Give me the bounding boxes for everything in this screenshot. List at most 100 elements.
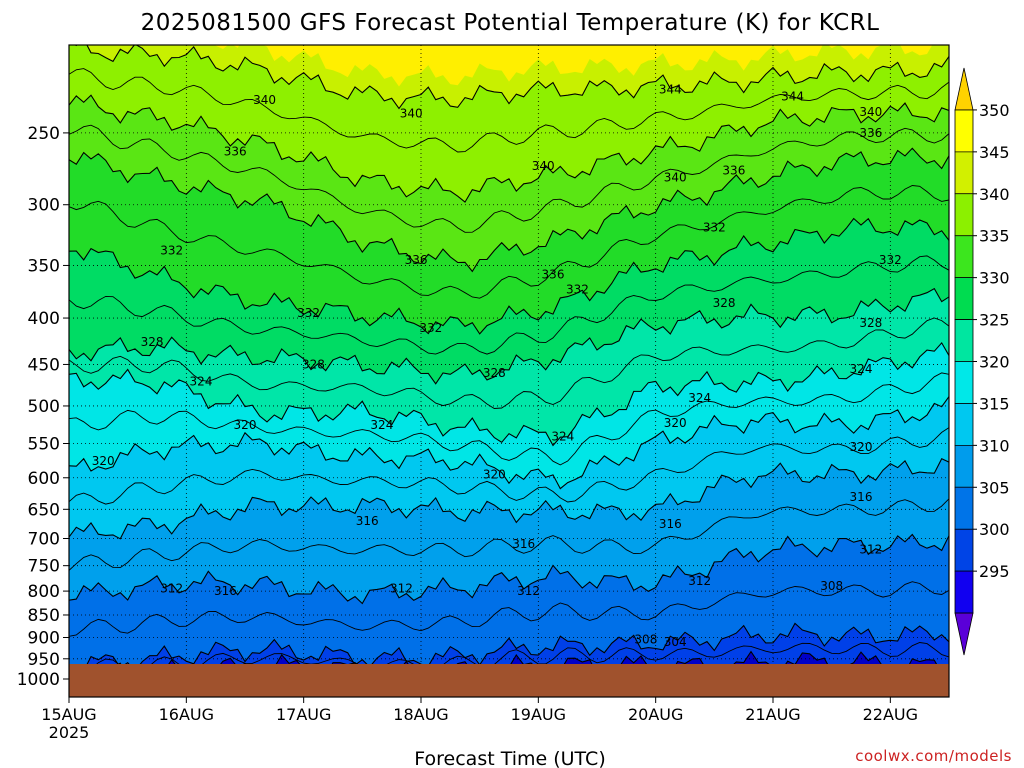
y-tick-label-450: 450 bbox=[28, 355, 60, 375]
colorbar-segment-2 bbox=[954, 151, 974, 195]
colorbar-segment-6 bbox=[954, 319, 974, 362]
x-tick-label-15AUG: 15AUG bbox=[41, 705, 96, 724]
contour-label-10: 332 bbox=[160, 244, 183, 258]
contour-label-32: 320 bbox=[850, 440, 873, 454]
contour-mid-340 bbox=[69, 68, 949, 153]
contour-label-2: 340 bbox=[400, 107, 423, 121]
contour-label-28: 320 bbox=[234, 418, 257, 432]
chart-title: 2025081500 GFS Forecast Potential Temper… bbox=[141, 10, 880, 36]
plot-area: 3403363403403443403363443403363323363363… bbox=[69, 45, 949, 697]
x-tick-label-22AUG: 22AUG bbox=[863, 705, 918, 724]
colorbar-segment-7 bbox=[954, 361, 974, 404]
contour-label-36: 316 bbox=[850, 490, 873, 504]
colorbar-segment-8 bbox=[954, 403, 974, 446]
colorbar-label-325: 325 bbox=[979, 311, 1010, 330]
contour-label-40: 312 bbox=[517, 584, 540, 598]
colorbar-segment-1 bbox=[954, 109, 974, 153]
plot-frame bbox=[68, 44, 950, 698]
y-tick-label-650: 650 bbox=[28, 500, 60, 520]
contour-336 bbox=[69, 147, 949, 273]
contour-mid-328 bbox=[69, 255, 949, 355]
contour-label-8: 340 bbox=[859, 105, 882, 119]
colorbar-segment-12 bbox=[954, 570, 974, 614]
x-tick-label-17AUG: 17AUG bbox=[276, 705, 331, 724]
contour-label-27: 324 bbox=[850, 362, 873, 376]
colorbar-label-310: 310 bbox=[979, 436, 1010, 455]
contour-328 bbox=[69, 287, 949, 385]
y-tick-label-1000: 1000 bbox=[17, 670, 60, 690]
contour-324 bbox=[69, 341, 949, 447]
contour-mid-316 bbox=[69, 427, 949, 505]
shaded-fill-layer bbox=[69, 45, 949, 697]
contour-label-30: 320 bbox=[483, 467, 506, 481]
colorbar-label-345: 345 bbox=[979, 143, 1010, 162]
colorbar-label-320: 320 bbox=[979, 353, 1010, 372]
contour-label-19: 328 bbox=[302, 357, 325, 371]
colorbar-label-340: 340 bbox=[979, 185, 1010, 204]
x-tick-label-20AUG: 20AUG bbox=[628, 705, 683, 724]
y-tick-label-300: 300 bbox=[28, 196, 60, 216]
contour-label-17: 332 bbox=[419, 321, 442, 335]
contour-label-24: 324 bbox=[370, 418, 393, 432]
contour-label-6: 336 bbox=[722, 163, 745, 177]
y-tick-label-800: 800 bbox=[28, 582, 60, 602]
x-tick-label-21AUG: 21AUG bbox=[745, 705, 800, 724]
contour-label-45: 304 bbox=[664, 635, 687, 649]
colorbar-label-305: 305 bbox=[979, 478, 1010, 497]
contour-label-16: 332 bbox=[297, 306, 320, 320]
contour-label-41: 312 bbox=[688, 574, 711, 588]
colorbar-segment-10 bbox=[954, 486, 974, 530]
colorbar-label-335: 335 bbox=[979, 227, 1010, 246]
contour-label-18: 328 bbox=[141, 335, 164, 349]
contour-label-9: 336 bbox=[859, 126, 882, 140]
x-tick-label-18AUG: 18AUG bbox=[393, 705, 448, 724]
colorbar-label-295: 295 bbox=[979, 562, 1010, 581]
contour-mid-312 bbox=[69, 498, 949, 571]
colorbar-segment-4 bbox=[954, 235, 974, 279]
colorbar-label-350: 350 bbox=[979, 101, 1010, 120]
x-tick-label-16AUG: 16AUG bbox=[159, 705, 214, 724]
contour-label-21: 328 bbox=[713, 296, 736, 310]
contour-332 bbox=[69, 217, 949, 335]
contour-label-25: 324 bbox=[551, 429, 574, 443]
y-tick-label-350: 350 bbox=[28, 256, 60, 276]
y-tick-label-550: 550 bbox=[28, 434, 60, 454]
contour-mid-320 bbox=[69, 372, 949, 466]
contour-label-37: 312 bbox=[160, 582, 183, 596]
y-tick-label-750: 750 bbox=[28, 557, 60, 577]
x-tick-sublabel-year: 2025 bbox=[49, 723, 90, 742]
contour-mid-336 bbox=[69, 124, 949, 233]
contour-label-5: 340 bbox=[664, 171, 687, 185]
y-tick-label-500: 500 bbox=[28, 397, 60, 417]
gridlines bbox=[69, 45, 949, 697]
colorbar-label-330: 330 bbox=[979, 269, 1010, 288]
contour-label-20: 328 bbox=[483, 366, 506, 380]
y-tick-label-400: 400 bbox=[28, 309, 60, 329]
contour-label-14: 332 bbox=[703, 221, 726, 235]
contour-344 bbox=[74, 45, 949, 110]
colorbar-segment-11 bbox=[954, 528, 974, 572]
contour-label-1: 336 bbox=[224, 144, 247, 158]
colorbar-segment-3 bbox=[954, 193, 974, 237]
contour-label-23: 324 bbox=[190, 375, 213, 389]
colorbar-segment-9 bbox=[954, 444, 974, 488]
contour-label-11: 336 bbox=[405, 253, 428, 267]
y-tick-label-250: 250 bbox=[28, 124, 60, 144]
colorbar-label-315: 315 bbox=[979, 394, 1010, 413]
y-axis: 2503003504004505005506006507007508008509… bbox=[17, 124, 69, 690]
contour-label-35: 316 bbox=[659, 517, 682, 531]
ground-below-surface bbox=[69, 664, 949, 697]
contour-mid-308 bbox=[69, 581, 949, 637]
y-tick-label-850: 850 bbox=[28, 606, 60, 626]
contour-label-34: 316 bbox=[512, 537, 535, 551]
x-tick-label-19AUG: 19AUG bbox=[511, 705, 566, 724]
contour-label-26: 324 bbox=[688, 391, 711, 405]
contour-340 bbox=[69, 94, 949, 203]
contour-labels: 3403363403403443403363443403363323363363… bbox=[92, 83, 902, 678]
contour-label-42: 312 bbox=[859, 543, 882, 557]
colorbar-label-300: 300 bbox=[979, 520, 1010, 539]
y-tick-label-900: 900 bbox=[28, 628, 60, 648]
y-tick-label-950: 950 bbox=[28, 650, 60, 670]
y-tick-label-600: 600 bbox=[28, 469, 60, 489]
